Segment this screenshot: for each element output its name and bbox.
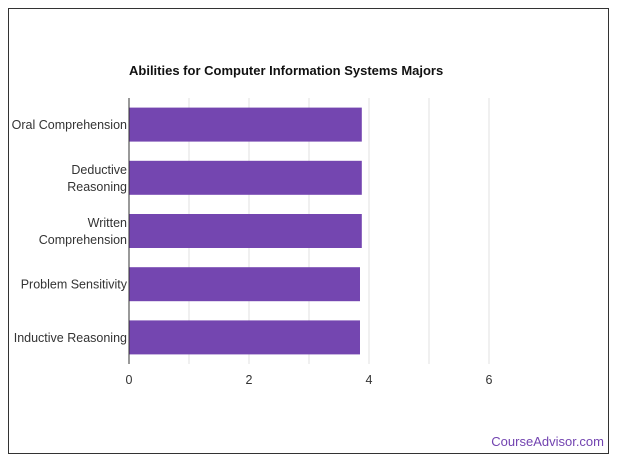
- bar: [129, 160, 362, 195]
- x-tick-label: 2: [246, 373, 253, 387]
- x-tick-label: 6: [486, 373, 493, 387]
- bar: [129, 214, 362, 248]
- chart-title: Abilities for Computer Information Syste…: [129, 63, 444, 78]
- bar: [129, 267, 360, 302]
- y-tick-label: Problem Sensitivity: [21, 278, 128, 292]
- y-tick-label: Deductive Reasoning: [67, 163, 127, 194]
- bar: [129, 107, 362, 142]
- y-tick-label: Oral Comprehension: [12, 118, 127, 132]
- x-tick-label: 4: [366, 373, 373, 387]
- bar: [129, 320, 360, 355]
- y-tick-label: Inductive Reasoning: [14, 331, 127, 345]
- brand-link[interactable]: CourseAdvisor.com: [491, 434, 604, 449]
- y-tick-label: Written Comprehension: [39, 216, 127, 247]
- x-tick-label: 0: [126, 373, 133, 387]
